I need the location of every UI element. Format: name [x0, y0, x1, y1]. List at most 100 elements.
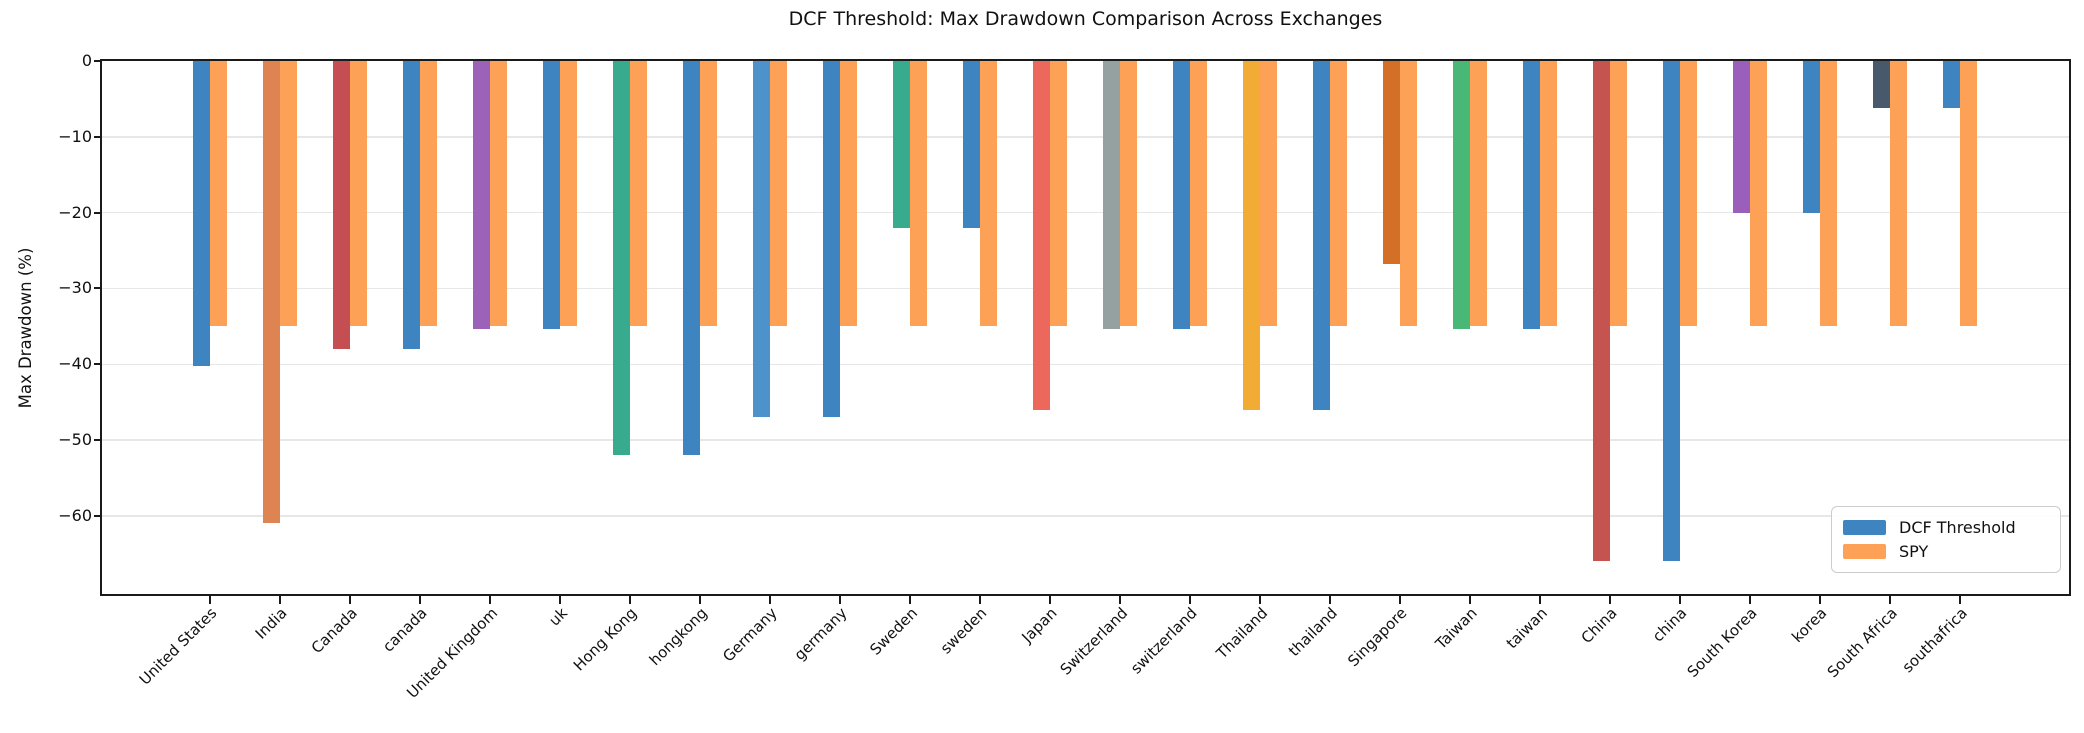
bar-spy-south-africa: [1890, 61, 1907, 326]
bar-dcf-threshold-sweden: [963, 61, 980, 228]
xtick-label-united-states: United States: [136, 604, 221, 689]
xtick-label-sweden: Sweden: [866, 604, 921, 659]
bar-spy-india: [280, 61, 297, 326]
ytick-label-20: −20: [58, 202, 92, 222]
bar-spy-thailand: [1260, 61, 1277, 326]
bar-spy-sweden: [980, 61, 997, 326]
bar-dcf-threshold-southafrica: [1943, 61, 1960, 108]
bar-spy-switzerland: [1190, 61, 1207, 326]
legend-swatch-dcf-threshold: [1843, 520, 1886, 535]
legend-label-dcf-threshold: DCF Threshold: [1899, 518, 2016, 537]
gridline-10: [102, 136, 2069, 138]
xtick-mark-china: [1679, 596, 1681, 604]
plot-area: [100, 59, 2071, 596]
bar-spy-korea: [1820, 61, 1837, 326]
bar-dcf-threshold-japan: [1033, 61, 1050, 410]
xtick-label-japan: Japan: [1018, 604, 1061, 647]
bar-dcf-threshold-south-korea: [1733, 61, 1750, 213]
xtick-mark-germany: [769, 596, 771, 604]
xtick-mark-thailand: [1259, 596, 1261, 604]
xtick-mark-united-kingdom: [489, 596, 491, 604]
xtick-mark-south-korea: [1749, 596, 1751, 604]
bar-spy-hongkong: [700, 61, 717, 326]
xtick-mark-switzerland: [1189, 596, 1191, 604]
gridline-60: [102, 515, 2069, 517]
bar-spy-switzerland: [1120, 61, 1137, 326]
xtick-mark-china: [1609, 596, 1611, 604]
bar-dcf-threshold-korea: [1803, 61, 1820, 213]
xtick-label-taiwan: taiwan: [1502, 604, 1551, 653]
ytick-label-60: −60: [58, 505, 92, 525]
chart-title: DCF Threshold: Max Drawdown Comparison A…: [788, 8, 1383, 30]
xtick-label-sweden: sweden: [937, 604, 991, 658]
xtick-label-switzerland: Switzerland: [1056, 604, 1131, 679]
xtick-mark-uk: [559, 596, 561, 604]
bar-spy-thailand: [1330, 61, 1347, 326]
ytick-label-0: 0: [81, 51, 92, 70]
xtick-label-germany: Germany: [719, 604, 781, 666]
ytick-mark-60: [94, 514, 102, 517]
gridline-50: [102, 439, 2069, 441]
xtick-mark-korea: [1819, 596, 1821, 604]
xtick-label-taiwan: Taiwan: [1431, 604, 1481, 653]
xtick-mark-hong-kong: [629, 596, 631, 604]
legend-row-spy: SPY: [1843, 543, 2060, 560]
bar-spy-singapore: [1400, 61, 1417, 326]
xtick-mark-taiwan: [1469, 596, 1471, 604]
xtick-mark-india: [279, 596, 281, 604]
ytick-label-30: −30: [58, 278, 92, 298]
ytick-label-10: −10: [58, 126, 92, 146]
xtick-mark-sweden: [979, 596, 981, 604]
gridline-40: [102, 363, 2069, 366]
legend-label-spy: SPY: [1899, 542, 1929, 561]
xtick-label-china: china: [1649, 604, 1691, 646]
xtick-mark-singapore: [1399, 596, 1401, 604]
xtick-label-hong-kong: Hong Kong: [570, 604, 641, 675]
bar-dcf-threshold-thailand: [1313, 61, 1330, 410]
xtick-mark-thailand: [1329, 596, 1331, 604]
bar-spy-taiwan: [1540, 61, 1557, 326]
bar-spy-canada: [420, 61, 437, 326]
ytick-mark-10: [94, 135, 102, 138]
xtick-label-india: India: [251, 604, 291, 643]
bar-spy-united-states: [210, 61, 227, 326]
xtick-mark-south-africa: [1889, 596, 1891, 604]
bar-dcf-threshold-taiwan: [1523, 61, 1540, 330]
xtick-label-hongkong: hongkong: [645, 604, 711, 670]
xtick-label-canada: Canada: [307, 604, 361, 658]
bar-spy-china: [1680, 61, 1697, 326]
xtick-mark-southafrica: [1959, 596, 1961, 604]
bar-spy-taiwan: [1470, 61, 1487, 326]
bar-dcf-threshold-canada: [403, 61, 420, 350]
bar-dcf-threshold-germany: [753, 61, 770, 418]
bar-dcf-threshold-thailand: [1243, 61, 1260, 410]
bar-dcf-threshold-switzerland: [1173, 61, 1190, 330]
xtick-mark-japan: [1049, 596, 1051, 604]
bar-spy-south-korea: [1750, 61, 1767, 326]
xtick-label-canada: canada: [379, 604, 431, 656]
bar-dcf-threshold-singapore: [1383, 61, 1400, 265]
xtick-mark-canada: [419, 596, 421, 604]
bar-dcf-threshold-germany: [823, 61, 840, 418]
ytick-label-40: −40: [58, 354, 92, 374]
legend-row-dcf-threshold: DCF Threshold: [1843, 519, 2060, 536]
bar-dcf-threshold-hong-kong: [613, 61, 630, 456]
gridline-20: [102, 211, 2069, 214]
legend: DCF Threshold SPY: [1831, 506, 2061, 573]
xtick-label-germany: germany: [790, 604, 851, 664]
xtick-label-thailand: thailand: [1284, 604, 1341, 660]
xtick-label-china: China: [1577, 604, 1621, 648]
xtick-mark-sweden: [909, 596, 911, 604]
bar-spy-germany: [770, 61, 787, 326]
xtick-mark-germany: [839, 596, 841, 604]
xtick-label-south-africa: South Africa: [1823, 604, 1901, 682]
xtick-mark-switzerland: [1119, 596, 1121, 604]
xtick-mark-united-states: [209, 596, 211, 604]
xtick-label-uk: uk: [545, 604, 571, 630]
xtick-mark-taiwan: [1539, 596, 1541, 604]
bar-dcf-threshold-canada: [333, 61, 350, 350]
bar-dcf-threshold-hongkong: [683, 61, 700, 456]
xtick-mark-hongkong: [699, 596, 701, 604]
ytick-mark-20: [94, 211, 102, 214]
ytick-mark-30: [94, 287, 102, 290]
